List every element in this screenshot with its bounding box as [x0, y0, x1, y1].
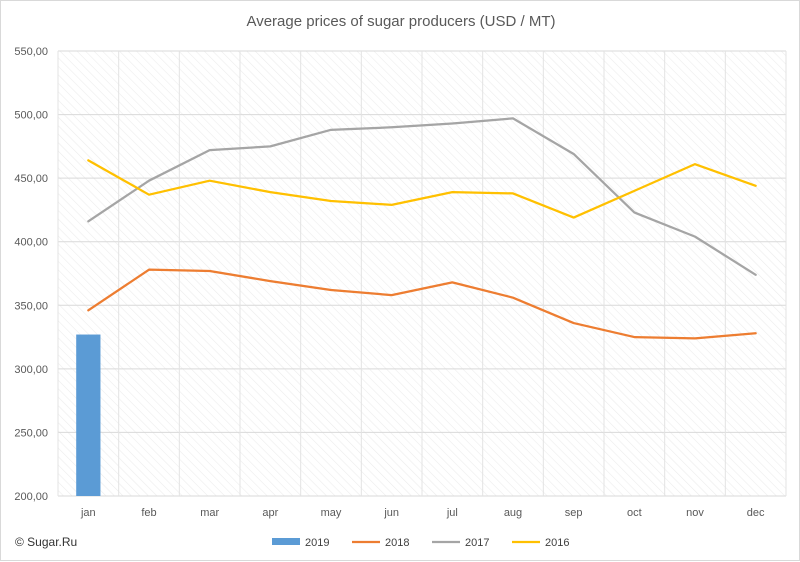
- x-tick-label: aug: [504, 507, 522, 519]
- legend-label-2016: 2016: [545, 537, 569, 549]
- y-tick-label: 250,00: [14, 427, 48, 439]
- legend-swatch-2019: [272, 538, 300, 545]
- x-tick-label: jan: [80, 507, 96, 519]
- y-tick-label: 550,00: [14, 46, 48, 58]
- bar-series: [76, 335, 100, 496]
- y-tick-label: 350,00: [14, 300, 48, 312]
- x-tick-label: nov: [686, 507, 704, 519]
- x-tick-label: oct: [627, 507, 642, 519]
- x-tick-label: may: [321, 507, 342, 519]
- bar-2019-jan: [76, 335, 100, 496]
- legend-label-2017: 2017: [465, 537, 489, 549]
- x-tick-label: sep: [565, 507, 583, 519]
- x-tick-label: apr: [262, 507, 278, 519]
- x-tick-label: mar: [200, 507, 219, 519]
- y-tick-label: 200,00: [14, 491, 48, 503]
- y-tick-label: 300,00: [14, 364, 48, 376]
- y-tick-label: 500,00: [14, 110, 48, 122]
- legend: 2019 2018 2017 2016: [272, 537, 569, 549]
- x-axis-ticks: jan feb mar apr may jun jul aug sep oct nov dec: [80, 507, 765, 519]
- legend-label-2018: 2018: [385, 537, 409, 549]
- legend-label-2019: 2019: [305, 537, 329, 549]
- y-tick-label: 400,00: [14, 237, 48, 249]
- x-tick-label: dec: [747, 507, 765, 519]
- y-tick-label: 450,00: [14, 173, 48, 185]
- x-tick-label: jun: [383, 507, 399, 519]
- x-tick-label: jul: [446, 507, 458, 519]
- x-tick-label: feb: [141, 507, 156, 519]
- y-axis-ticks: 200,00 250,00 300,00 350,00 400,00 450,00 500,…: [14, 46, 48, 503]
- watermark: © Sugar.Ru: [15, 535, 77, 549]
